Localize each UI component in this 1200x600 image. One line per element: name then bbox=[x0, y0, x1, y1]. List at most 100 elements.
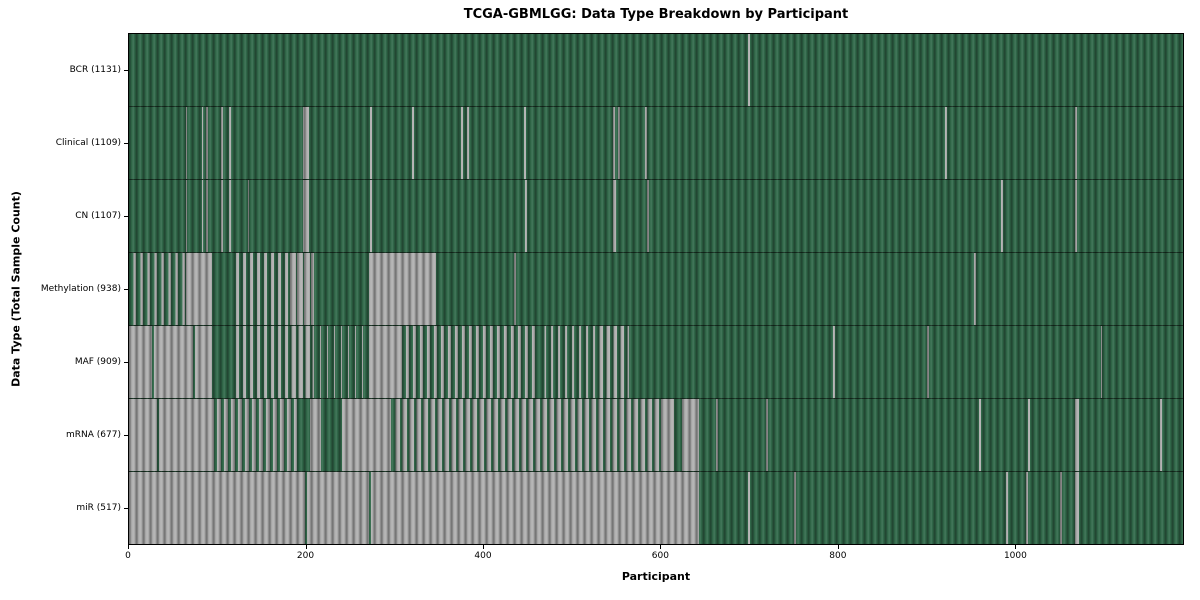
heatmap-row-BCR bbox=[129, 34, 1183, 106]
heatmap-row-Methylation bbox=[129, 252, 1183, 325]
y-tick-mark bbox=[124, 362, 128, 364]
segment bbox=[221, 180, 223, 252]
segment bbox=[222, 107, 230, 179]
segment bbox=[749, 34, 1183, 106]
segment bbox=[371, 107, 413, 179]
segment bbox=[981, 399, 1028, 471]
y-tick-mark bbox=[124, 289, 128, 290]
segment bbox=[414, 107, 462, 179]
segment bbox=[647, 180, 649, 252]
segment bbox=[153, 326, 193, 398]
segment bbox=[1001, 180, 1004, 252]
segment bbox=[401, 326, 540, 398]
segment bbox=[648, 180, 1002, 252]
x-tick-mark bbox=[660, 545, 662, 549]
segment bbox=[371, 180, 525, 252]
segment bbox=[203, 107, 207, 179]
segment bbox=[1026, 472, 1028, 544]
segment bbox=[342, 399, 392, 471]
segment bbox=[526, 180, 614, 252]
segment bbox=[1161, 399, 1183, 471]
segment bbox=[946, 107, 1075, 179]
segment bbox=[289, 326, 315, 398]
segment bbox=[289, 253, 315, 325]
x-tick-label: 1000 bbox=[1003, 551, 1027, 561]
segment bbox=[794, 472, 796, 544]
segment bbox=[647, 107, 945, 179]
segment bbox=[192, 326, 195, 398]
segment bbox=[297, 399, 310, 471]
segment bbox=[247, 180, 250, 252]
segment bbox=[230, 107, 304, 179]
heatmap-row-MAF bbox=[129, 325, 1183, 398]
heatmap-rows bbox=[129, 34, 1183, 544]
segment bbox=[462, 107, 468, 179]
segment bbox=[765, 399, 768, 471]
heatmap-row-CN bbox=[129, 179, 1183, 252]
segment bbox=[201, 180, 204, 252]
segment bbox=[629, 326, 834, 398]
plot-area: PresentAbsent bbox=[128, 33, 1184, 545]
y-tick-mark bbox=[124, 435, 128, 437]
segment bbox=[944, 107, 947, 179]
segment bbox=[129, 34, 749, 106]
y-tick-label-miR: miR (517) bbox=[76, 503, 121, 514]
segment bbox=[391, 399, 393, 471]
segment bbox=[1076, 180, 1183, 252]
segment bbox=[203, 180, 207, 252]
x-tick-label: 600 bbox=[651, 551, 669, 561]
segment bbox=[392, 399, 662, 471]
heatmap-row-mRNA bbox=[129, 398, 1183, 471]
y-tick-label-BCR: BCR (1131) bbox=[69, 64, 121, 75]
segment bbox=[194, 326, 213, 398]
segment bbox=[1079, 399, 1160, 471]
segment bbox=[698, 472, 749, 544]
segment bbox=[314, 326, 370, 398]
segment bbox=[645, 107, 648, 179]
segment bbox=[303, 180, 309, 252]
segment bbox=[369, 253, 437, 325]
segment bbox=[1074, 180, 1077, 252]
segment bbox=[206, 107, 208, 179]
segment bbox=[303, 107, 309, 179]
y-tick-label-CN: CN (1107) bbox=[75, 210, 121, 221]
segment bbox=[595, 326, 630, 398]
segment bbox=[1159, 399, 1162, 471]
y-tick-mark bbox=[124, 142, 128, 144]
segment bbox=[716, 399, 718, 471]
segment bbox=[469, 107, 525, 179]
segment bbox=[307, 472, 370, 544]
segment bbox=[927, 326, 929, 398]
segment bbox=[157, 399, 160, 471]
x-tick-mark bbox=[305, 545, 307, 549]
segment bbox=[1079, 472, 1183, 544]
y-tick-mark bbox=[124, 215, 128, 217]
segment bbox=[187, 180, 202, 252]
segment bbox=[748, 472, 750, 544]
segment bbox=[681, 399, 699, 471]
segment bbox=[207, 107, 222, 179]
segment bbox=[229, 107, 231, 179]
segment bbox=[928, 326, 1101, 398]
segment bbox=[718, 399, 766, 471]
segment bbox=[185, 253, 213, 325]
x-tick-label: 400 bbox=[474, 551, 492, 561]
segment bbox=[129, 326, 153, 398]
segment bbox=[321, 399, 343, 471]
heatmap-row-miR bbox=[129, 471, 1183, 544]
segment bbox=[1059, 472, 1062, 544]
y-tick-label-Clinical: Clinical (1109) bbox=[55, 137, 121, 148]
y-tick-label-Methylation: Methylation (938) bbox=[40, 284, 121, 294]
segment bbox=[369, 107, 372, 179]
segment bbox=[185, 180, 188, 252]
y-tick-mark bbox=[124, 69, 128, 71]
segment bbox=[369, 180, 372, 252]
x-tick-label: 0 bbox=[125, 551, 131, 561]
segment bbox=[231, 326, 290, 398]
chart-title: TCGA-GBMLGG: Data Type Breakdown by Part… bbox=[463, 7, 849, 22]
segment bbox=[613, 107, 616, 179]
segment bbox=[159, 399, 215, 471]
segment bbox=[221, 107, 223, 179]
segment bbox=[129, 180, 186, 252]
